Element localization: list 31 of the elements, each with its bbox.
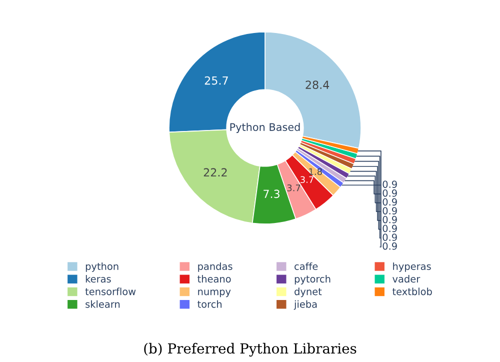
data-label: 25.7 bbox=[204, 76, 228, 85]
data-label: 3.7 bbox=[287, 184, 300, 192]
legend-label: torch bbox=[198, 300, 222, 308]
legend-label: tensorflow bbox=[85, 288, 136, 296]
legend-label: caffe bbox=[294, 262, 318, 270]
legend-label: textblob bbox=[392, 288, 432, 296]
data-label: 0.9 bbox=[382, 224, 397, 232]
data-label: 28.4 bbox=[306, 80, 330, 90]
legend-label: python bbox=[86, 262, 118, 272]
text: Python Based bbox=[230, 122, 300, 134]
data-label: 0.9 bbox=[382, 198, 397, 206]
data-label: 0.9 bbox=[382, 242, 397, 250]
legend-label: sklearn bbox=[86, 300, 120, 308]
legend-label: hyperas bbox=[393, 262, 431, 272]
data-label: 0.9 bbox=[382, 189, 397, 197]
legend-label: jieba bbox=[294, 300, 317, 310]
text: (b) Preferred Python Libraries bbox=[144, 342, 356, 357]
legend-label: dynet bbox=[294, 288, 322, 298]
data-label: 0.9 bbox=[382, 207, 397, 214]
data-label: 0.9 bbox=[382, 216, 397, 224]
legend-label: pytorch bbox=[294, 275, 330, 284]
legend-label: theano bbox=[198, 275, 231, 283]
legend-label: vader bbox=[392, 275, 420, 283]
data-label: 22.2 bbox=[204, 168, 227, 176]
data-label: 0.9 bbox=[382, 180, 397, 188]
legend-label: keras bbox=[86, 275, 111, 283]
legend-label: pandas bbox=[198, 262, 232, 272]
data-label: 3.7 bbox=[300, 176, 314, 184]
legend-label: numpy bbox=[198, 290, 231, 298]
data-label: 0.9 bbox=[382, 234, 397, 241]
data-label: 7.3 bbox=[264, 190, 280, 198]
